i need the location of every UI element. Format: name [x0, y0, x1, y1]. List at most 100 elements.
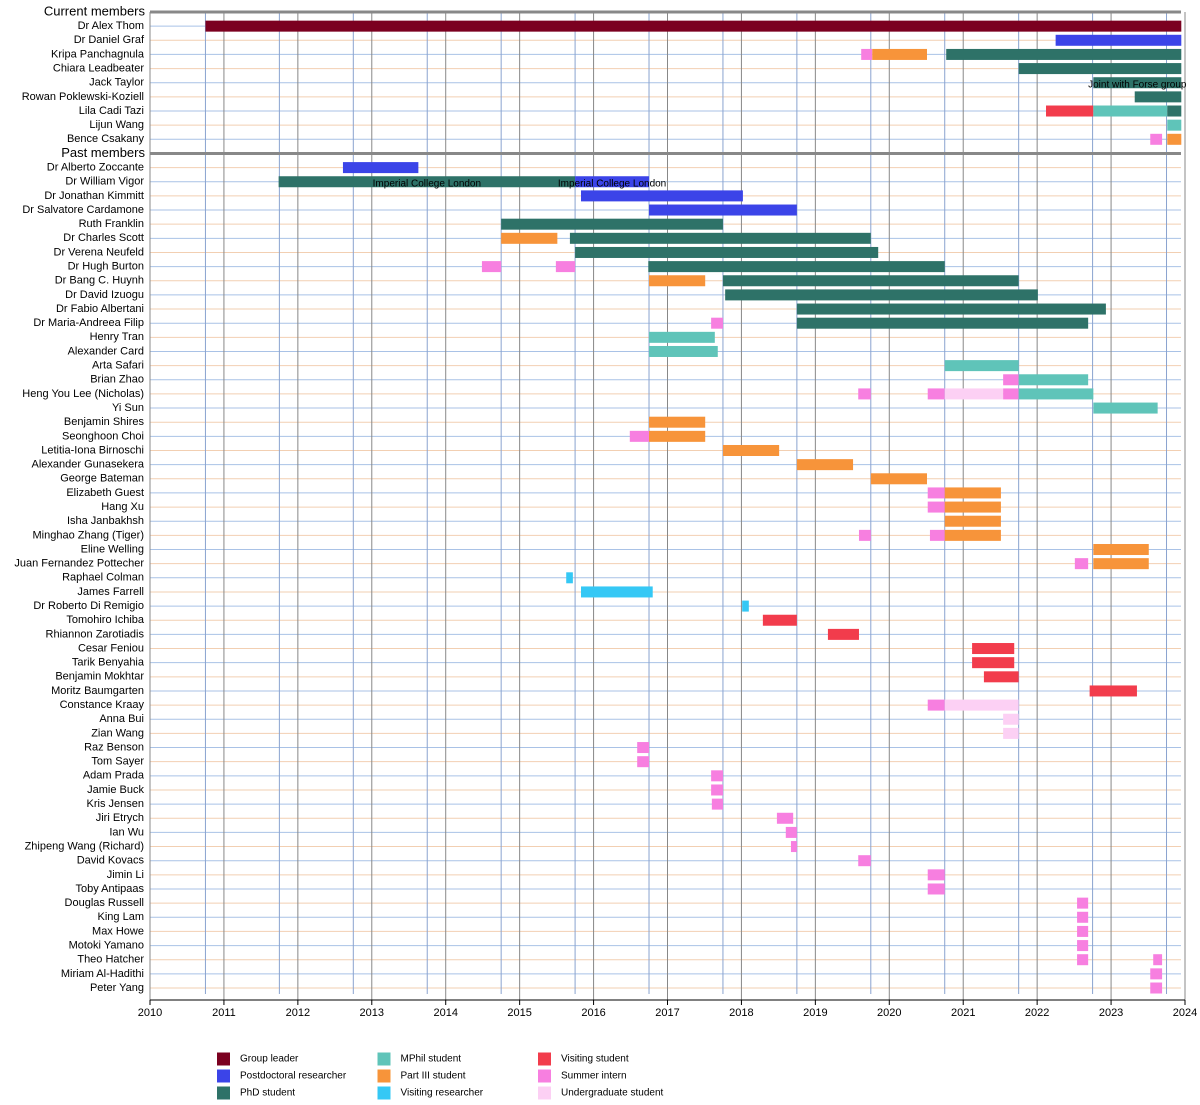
x-tick-label: 2024 — [1173, 1007, 1197, 1019]
bar — [342, 162, 419, 174]
group-title: Current members — [44, 3, 146, 18]
bar — [1018, 388, 1094, 400]
x-tick-label: 2021 — [951, 1007, 975, 1019]
bar — [742, 600, 749, 612]
person-name: Dr Salvatore Cardamone — [22, 204, 144, 216]
legend-label: Group leader — [240, 1054, 299, 1065]
bar — [501, 218, 723, 230]
bar — [1003, 388, 1019, 400]
bar — [790, 841, 797, 853]
legend-swatch — [217, 1052, 230, 1066]
bar — [649, 204, 797, 216]
legend-label: PhD student — [240, 1088, 295, 1099]
bar — [1093, 544, 1149, 556]
person-name: Jamie Buck — [87, 784, 144, 796]
person-name: Toby Antipaas — [76, 883, 145, 895]
person-name: Dr Daniel Graf — [74, 34, 145, 46]
legend-swatch — [538, 1052, 551, 1066]
bar — [1167, 119, 1182, 131]
bar — [861, 48, 873, 60]
bar — [1074, 558, 1089, 570]
x-tick-label: 2010 — [138, 1007, 162, 1019]
person-name: Yi Sun — [112, 402, 144, 414]
legend-swatch — [217, 1069, 230, 1083]
legend-label: Part III student — [401, 1071, 466, 1082]
x-tick-label: 2019 — [803, 1007, 827, 1019]
person-name: Dr Alex Thom — [78, 20, 144, 32]
person-name: Dr Fabio Albertani — [56, 303, 144, 315]
bar — [575, 246, 879, 258]
bar — [711, 317, 723, 329]
bar — [1018, 374, 1089, 386]
person-name: Eline Welling — [81, 543, 144, 555]
bar — [1077, 954, 1089, 966]
bar — [481, 261, 502, 273]
bar — [575, 176, 650, 188]
x-tick-label: 2016 — [581, 1007, 605, 1019]
person-name: Adam Prada — [83, 770, 145, 782]
person-name: Raphael Colman — [62, 572, 144, 584]
bar — [649, 416, 706, 428]
person-name: Tarik Benyahia — [72, 657, 145, 669]
bar — [872, 48, 927, 60]
person-name: Arta Safari — [92, 360, 144, 372]
person-name: James Farrell — [77, 586, 144, 598]
person-name: Lijun Wang — [89, 119, 144, 131]
bar — [944, 501, 1001, 513]
bar — [205, 20, 1182, 32]
person-name: Raz Benson — [84, 741, 144, 753]
bar — [858, 529, 871, 541]
bar — [1018, 63, 1182, 75]
bar — [796, 303, 1106, 315]
person-name: Zian Wang — [91, 727, 144, 739]
bar — [1003, 713, 1019, 725]
bar — [1150, 982, 1163, 994]
bar — [629, 430, 650, 442]
bar — [796, 317, 1089, 329]
person-name: Seonghoon Choi — [62, 430, 144, 442]
person-name: Letitia-Iona Birnoschi — [41, 444, 144, 456]
person-name: Cesar Feniou — [78, 642, 144, 654]
person-name: Zhipeng Wang (Richard) — [25, 840, 144, 852]
legend-label: Visiting student — [561, 1054, 629, 1065]
person-name: Jimin Li — [107, 869, 144, 881]
bar — [722, 275, 1019, 287]
bar — [1077, 940, 1089, 952]
bar — [983, 671, 1019, 683]
bar — [1153, 954, 1163, 966]
person-name: Juan Fernandez Pottecher — [14, 558, 144, 570]
bar — [649, 430, 706, 442]
legend-swatch — [377, 1086, 391, 1100]
bar — [501, 232, 558, 244]
legend-swatch — [217, 1086, 230, 1100]
person-name: Anna Bui — [99, 713, 144, 725]
bar — [927, 699, 945, 711]
bar — [1167, 105, 1182, 117]
person-name: Tomohiro Ichiba — [66, 614, 145, 626]
person-name: Ruth Franklin — [79, 218, 144, 230]
bar — [637, 756, 650, 768]
person-name: Ian Wu — [109, 826, 144, 838]
bar — [722, 444, 780, 456]
bar — [946, 48, 1182, 60]
person-name: Dr Roberto Di Remigio — [33, 600, 144, 612]
bar — [711, 784, 723, 796]
bar — [725, 289, 1038, 301]
bar — [944, 529, 1001, 541]
bar — [566, 572, 573, 584]
person-name: David Kovacs — [77, 855, 145, 867]
person-name: Dr Verena Neufeld — [54, 246, 145, 258]
legend-swatch — [377, 1052, 391, 1066]
person-name: Jack Taylor — [89, 77, 144, 89]
bar — [972, 657, 1015, 669]
person-name: Kripa Panchagnula — [51, 48, 145, 60]
bar — [1077, 925, 1089, 937]
bar — [972, 643, 1015, 655]
person-name: Tom Sayer — [91, 756, 144, 768]
legend-label: Postdoctoral researcher — [240, 1071, 347, 1082]
person-name: Max Howe — [92, 925, 144, 937]
bar — [785, 826, 797, 838]
person-name: Kris Jensen — [87, 798, 144, 810]
person-name: Benjamin Mokhtar — [55, 671, 144, 683]
